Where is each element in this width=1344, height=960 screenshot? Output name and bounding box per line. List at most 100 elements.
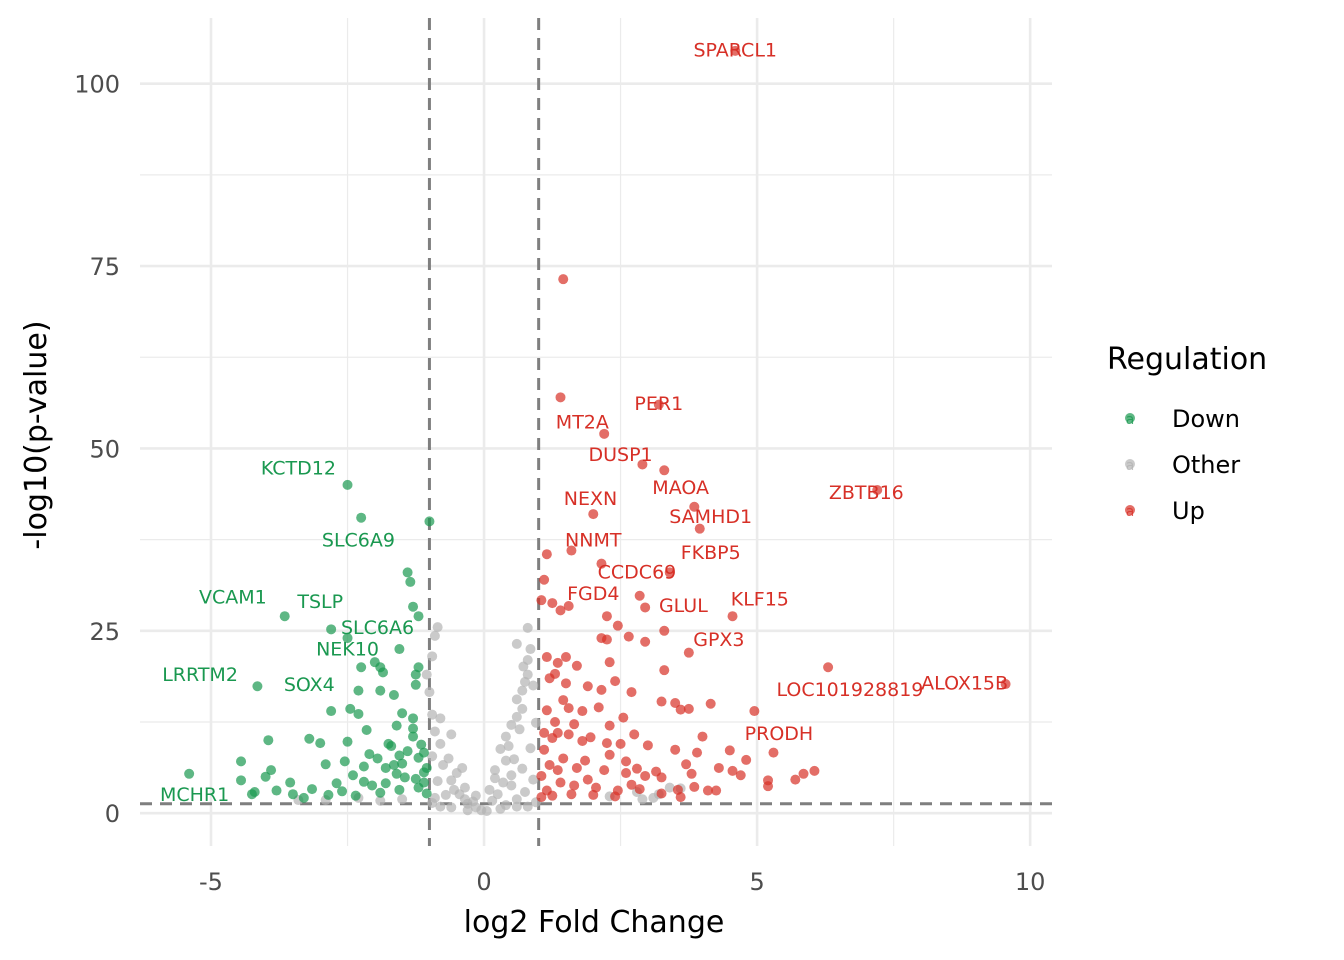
point-other [522,801,533,812]
point-down [307,784,318,795]
point-down [410,669,421,680]
point-up [621,756,632,767]
point-down [380,778,391,789]
point-up [626,687,637,698]
point-other [517,763,528,774]
point-up [569,719,580,730]
point-up [686,768,697,779]
point-up [659,665,670,676]
point-down [388,689,399,700]
point-up [640,602,651,613]
threshold-lines [140,18,1052,846]
point-other [432,622,443,633]
point-other [495,743,506,754]
point-up [634,590,645,601]
point-up [702,785,713,796]
point-other [511,694,522,705]
point-other [517,703,528,714]
point-other [525,644,536,655]
x-tick-label: -5 [199,868,223,896]
point-up [631,763,642,774]
point-up [541,705,552,716]
point-up [560,652,571,663]
gene-label: MCHR1 [160,784,229,806]
gene-label: MT2A [556,411,609,433]
point-other [438,760,449,771]
point-down [184,768,195,779]
point-down [424,516,435,527]
gene-label: SLC6A6 [341,617,414,639]
gene-label: LRRTM2 [162,664,238,686]
y-axis-title: -log10(p-value) [19,320,54,549]
point-down [405,576,416,587]
y-tick-label: 100 [74,71,120,99]
point-up [585,732,596,743]
point-other [492,789,503,800]
point-up [656,772,667,783]
point-up [659,465,670,476]
point-up [664,567,675,578]
gene-label: SPARCL1 [694,39,778,61]
x-tick-label: 0 [476,868,491,896]
point-up [577,735,588,746]
point-up [582,681,593,692]
point-up [640,770,651,781]
point-up [741,754,752,765]
gene-label: CCDC69 [598,562,677,584]
point-up [681,759,692,770]
y-tick-label: 25 [89,618,120,646]
point-down [339,756,350,767]
point-down [331,778,342,789]
point-down [408,601,419,612]
legend-label: Down [1172,405,1240,433]
point-other [446,775,457,786]
point-up [558,695,569,706]
legend-label: Other [1172,451,1240,479]
point-other [495,803,506,814]
point-other [489,765,500,776]
point-up [705,698,716,709]
point-other [511,711,522,722]
point-up [683,703,694,714]
point-up [539,574,550,585]
point-down [378,667,389,678]
point-up [601,611,612,622]
point-up [623,631,634,642]
gene-label: ZBTB16 [829,482,904,504]
point-down [236,775,247,786]
point-up [730,45,741,56]
point-up [596,558,607,569]
point-down [399,772,410,783]
point-down [350,790,361,801]
point-up [571,762,582,773]
legend-key-glyph: a [1126,504,1135,520]
point-down [408,713,419,724]
point-down [391,720,402,731]
point-down [345,703,356,714]
point-down [367,780,378,791]
x-tick-label: 10 [1015,868,1046,896]
grid-minor [140,18,1052,846]
point-up [604,749,615,760]
gene-label: GPX3 [693,629,744,651]
gene-label: NNMT [565,530,622,552]
point-other [530,717,541,728]
point-other [518,661,529,672]
point-up [689,781,700,792]
point-up [727,765,738,776]
point-down [394,784,405,795]
point-up [544,760,555,771]
point-up [604,657,615,668]
point-down [364,749,375,760]
point-other [427,709,438,720]
point-up [1000,679,1011,690]
point-up [683,647,694,658]
point-other [397,794,408,805]
point-down [263,735,274,746]
point-up [599,428,610,439]
point-down [271,785,282,796]
point-down [421,762,432,773]
point-up [659,625,670,636]
point-other [500,755,511,766]
point-down [397,758,408,769]
